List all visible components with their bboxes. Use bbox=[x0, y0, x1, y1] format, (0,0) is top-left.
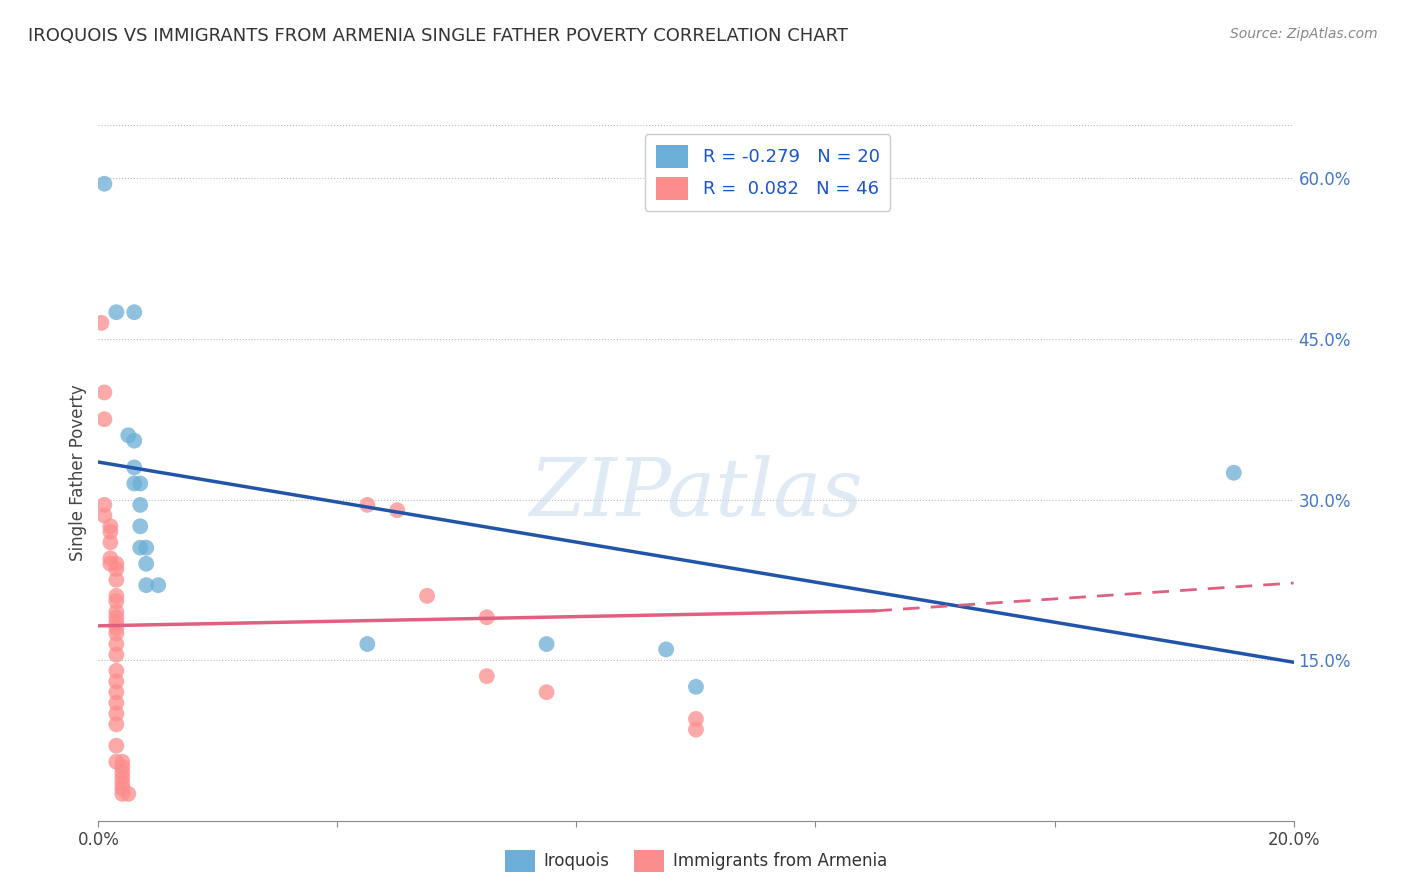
Point bbox=[105, 637, 128, 651]
Text: Source: ZipAtlas.com: Source: ZipAtlas.com bbox=[1230, 27, 1378, 41]
Point bbox=[93, 412, 115, 426]
Point bbox=[655, 642, 678, 657]
Point bbox=[111, 755, 134, 769]
Point bbox=[105, 557, 128, 571]
Point bbox=[135, 578, 157, 592]
Point bbox=[117, 428, 139, 442]
Point bbox=[105, 610, 128, 624]
Point bbox=[93, 177, 115, 191]
Point bbox=[111, 787, 134, 801]
Point bbox=[105, 562, 128, 576]
Point bbox=[111, 771, 134, 785]
Point bbox=[385, 503, 409, 517]
Point bbox=[148, 578, 170, 592]
Point bbox=[124, 460, 146, 475]
Point bbox=[105, 648, 128, 662]
Point bbox=[90, 316, 112, 330]
Point bbox=[100, 535, 122, 549]
Point bbox=[100, 551, 122, 566]
Point bbox=[124, 434, 146, 448]
Point bbox=[105, 615, 128, 630]
Point bbox=[536, 685, 558, 699]
Point bbox=[105, 621, 128, 635]
Point bbox=[356, 637, 378, 651]
Point bbox=[416, 589, 439, 603]
Point bbox=[93, 508, 115, 523]
Point bbox=[536, 637, 558, 651]
Point bbox=[111, 760, 134, 774]
Point bbox=[111, 781, 134, 796]
Point bbox=[105, 589, 128, 603]
Text: ZIPatlas: ZIPatlas bbox=[529, 455, 863, 533]
Point bbox=[129, 519, 152, 533]
Point bbox=[356, 498, 378, 512]
Point bbox=[105, 664, 128, 678]
Point bbox=[105, 594, 128, 608]
Point bbox=[135, 541, 157, 555]
Point bbox=[685, 680, 707, 694]
Point bbox=[105, 739, 128, 753]
Point bbox=[105, 706, 128, 721]
Text: IROQUOIS VS IMMIGRANTS FROM ARMENIA SINGLE FATHER POVERTY CORRELATION CHART: IROQUOIS VS IMMIGRANTS FROM ARMENIA SING… bbox=[28, 27, 848, 45]
Point bbox=[105, 755, 128, 769]
Point bbox=[93, 385, 115, 400]
Point bbox=[129, 476, 152, 491]
Point bbox=[105, 626, 128, 640]
Point bbox=[117, 787, 139, 801]
Legend: Iroquois, Immigrants from Armenia: Iroquois, Immigrants from Armenia bbox=[498, 844, 894, 879]
Point bbox=[1223, 466, 1246, 480]
Point bbox=[105, 696, 128, 710]
Point bbox=[685, 712, 707, 726]
Point bbox=[124, 305, 146, 319]
Point bbox=[685, 723, 707, 737]
Point bbox=[105, 605, 128, 619]
Point bbox=[475, 610, 498, 624]
Point bbox=[129, 541, 152, 555]
Point bbox=[100, 524, 122, 539]
Point bbox=[105, 685, 128, 699]
Point bbox=[475, 669, 498, 683]
Point bbox=[135, 557, 157, 571]
Point bbox=[129, 498, 152, 512]
Point bbox=[105, 573, 128, 587]
Point bbox=[93, 498, 115, 512]
Point bbox=[105, 305, 128, 319]
Point bbox=[105, 717, 128, 731]
Point bbox=[105, 674, 128, 689]
Point bbox=[111, 765, 134, 780]
Point bbox=[111, 776, 134, 790]
Y-axis label: Single Father Poverty: Single Father Poverty bbox=[69, 384, 87, 561]
Point bbox=[124, 476, 146, 491]
Point bbox=[100, 519, 122, 533]
Point bbox=[100, 557, 122, 571]
